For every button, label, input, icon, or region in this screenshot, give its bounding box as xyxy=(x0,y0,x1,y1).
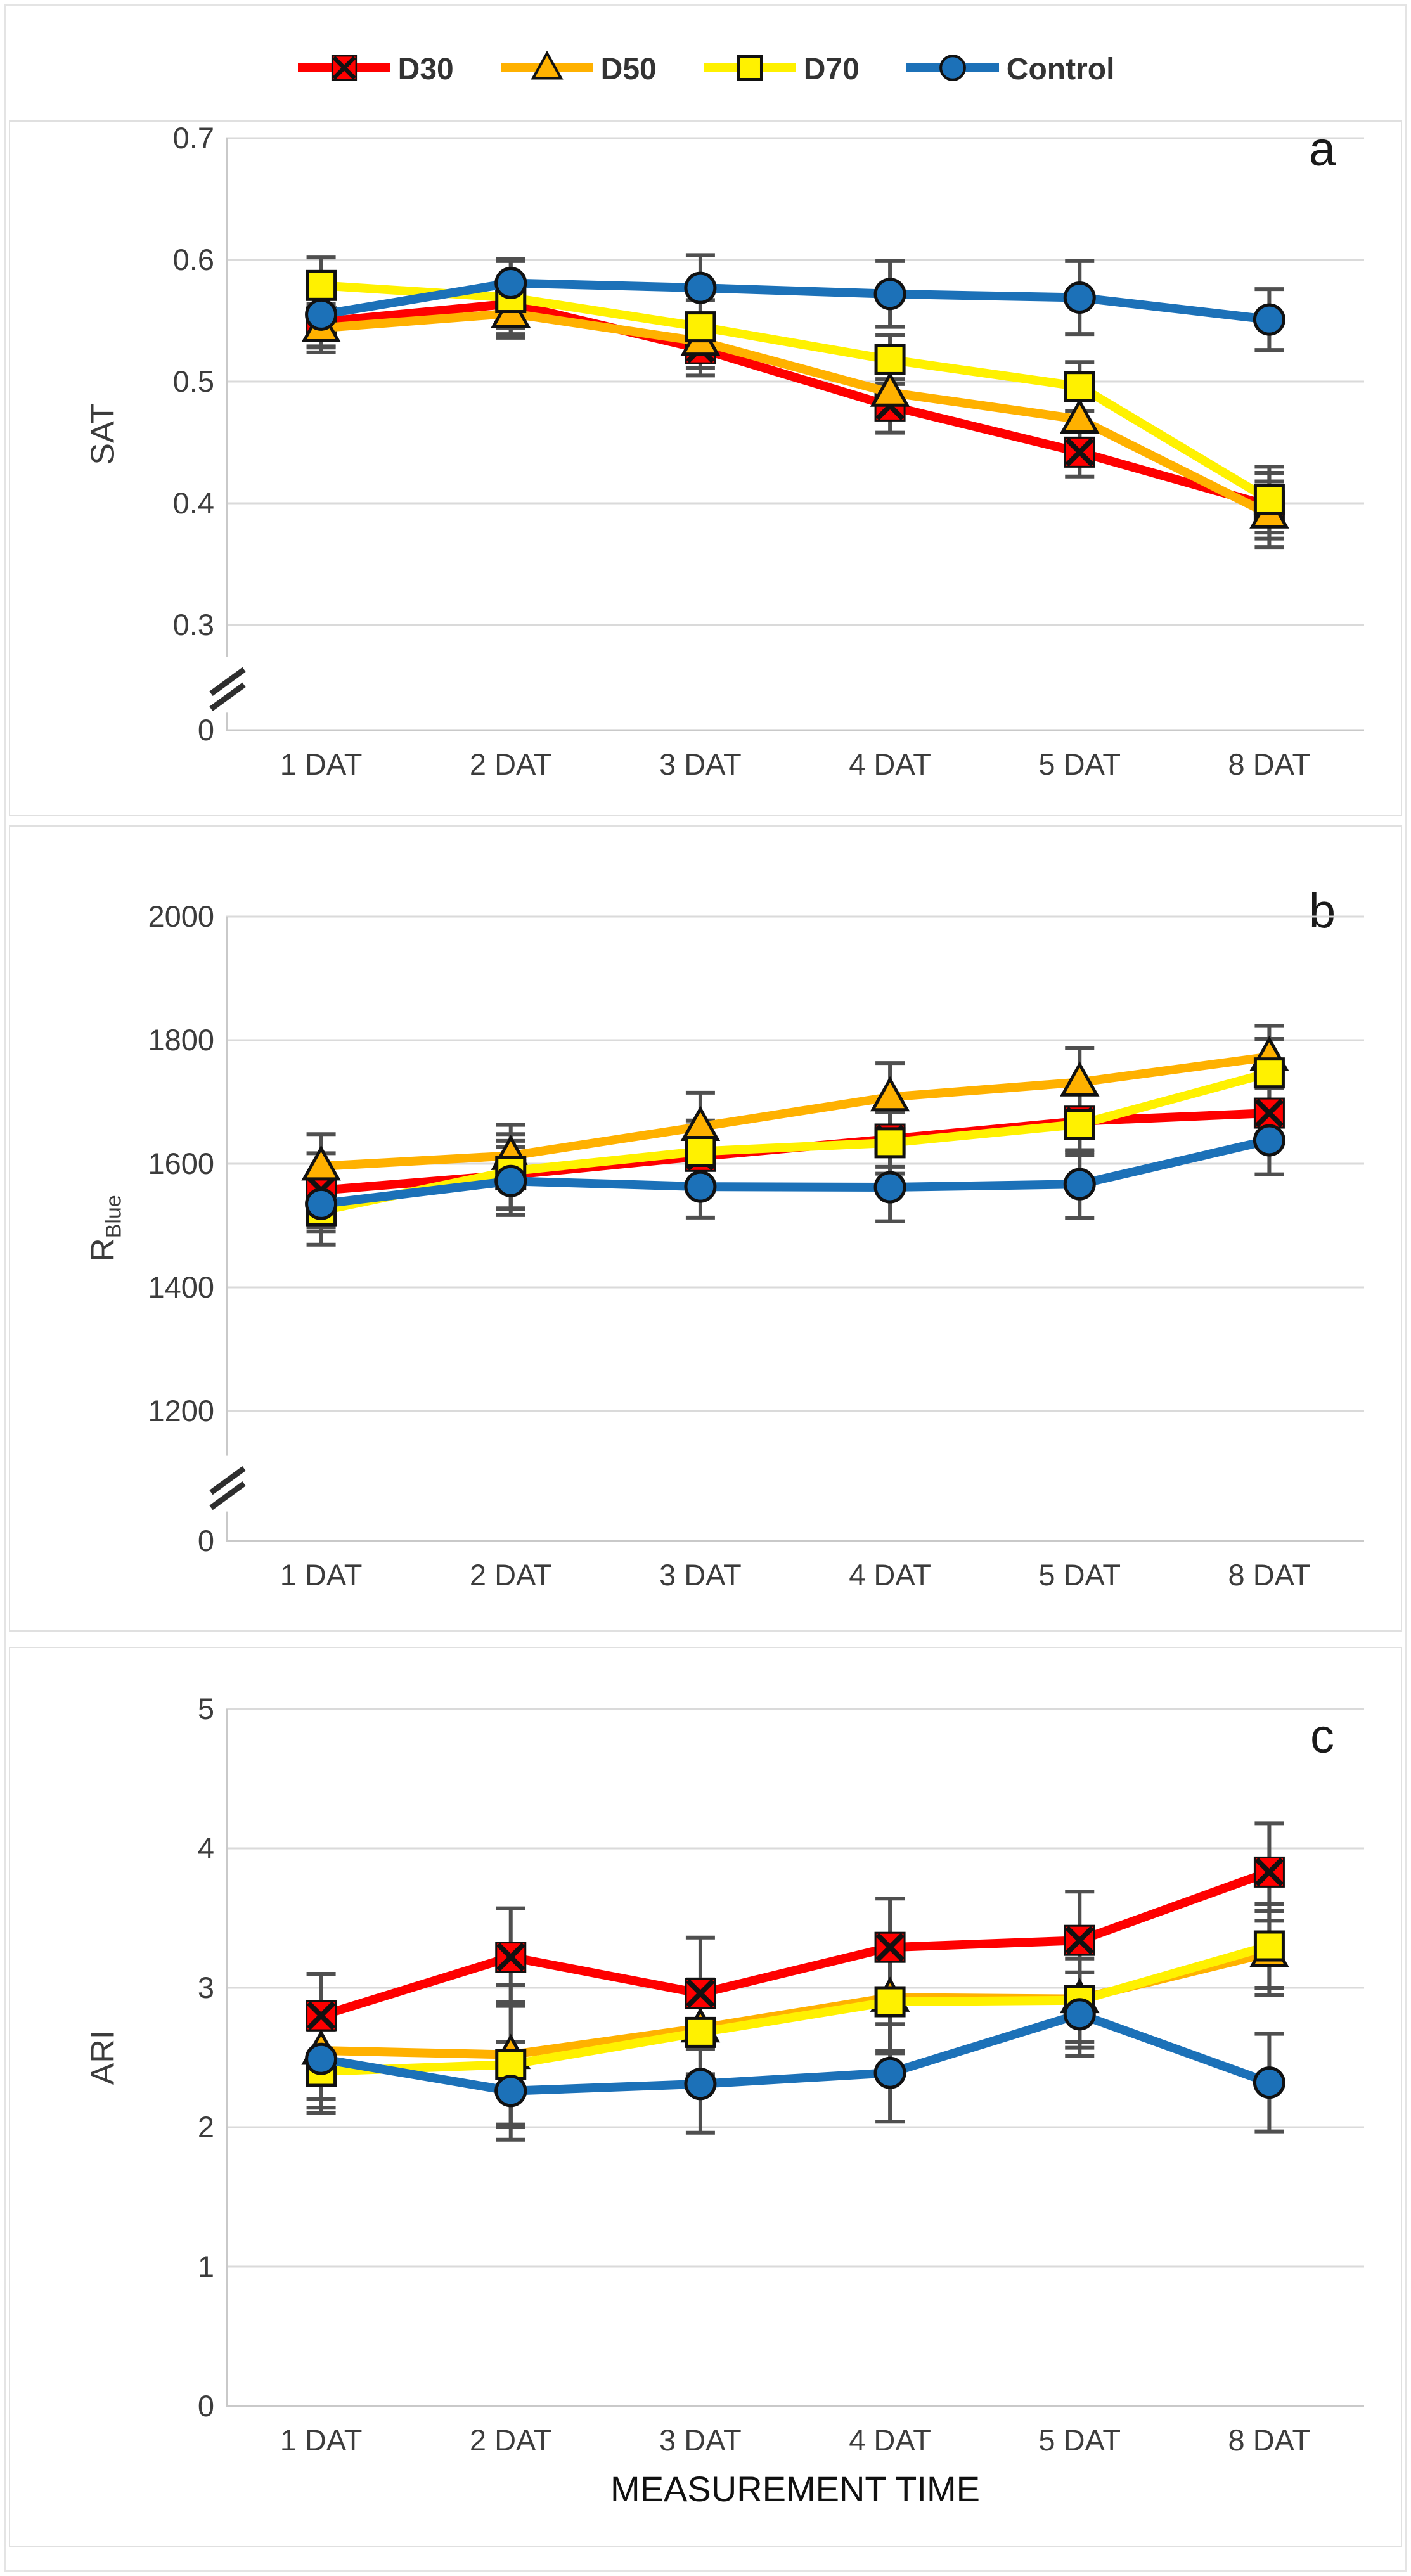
y-tick-label: 1600 xyxy=(148,1147,214,1180)
y-tick-label: 0.3 xyxy=(172,608,214,641)
y-tick-label: 0 xyxy=(197,1524,214,1557)
x-tick-label: 1 DAT xyxy=(280,747,363,781)
y-tick-label: 1200 xyxy=(148,1394,214,1427)
x-tick-label: 2 DAT xyxy=(469,2423,552,2457)
y-tick-label: 2 xyxy=(197,2110,214,2144)
y-tick-label: 1 xyxy=(197,2250,214,2283)
x-tick-label: 4 DAT xyxy=(849,747,931,781)
legend-label: D50 xyxy=(600,53,657,86)
y-tick-label: 4 xyxy=(197,1831,214,1865)
y-tick-label: 0.6 xyxy=(172,243,214,276)
x-tick-label: 5 DAT xyxy=(1038,1558,1121,1592)
panel-c: ARI c MEASUREMENT TIME 5 4 3 2 1 0 1 DAT 2 DAT 3… xyxy=(9,1647,1402,2547)
x-tick-label: 5 DAT xyxy=(1038,2423,1121,2457)
x-tick-label: 8 DAT xyxy=(1228,2423,1311,2457)
legend-item-d30: D30 xyxy=(297,49,454,89)
x-tick-label: 3 DAT xyxy=(659,1558,742,1592)
legend-label: Control xyxy=(1006,53,1115,86)
panel-b: RBlue b 2000 1800 1600 1400 1200 0 1 DAT 2 DAT 3… xyxy=(9,825,1402,1632)
y-tick-label: 0.7 xyxy=(172,121,214,155)
plot-area-c xyxy=(226,1708,1364,2407)
x-tick-label: 5 DAT xyxy=(1038,747,1121,781)
legend-label: D30 xyxy=(397,53,454,86)
x-tick-label: 4 DAT xyxy=(849,2423,931,2457)
x-tick-label: 2 DAT xyxy=(469,747,552,781)
chart-legend: D30 D50 D70 Control xyxy=(0,49,1411,89)
y-axis-title-ari: ARI xyxy=(84,2030,122,2085)
y-tick-label: 0.5 xyxy=(172,364,214,398)
legend-item-control: Control xyxy=(905,49,1115,89)
y-tick-label: 1800 xyxy=(148,1023,214,1057)
panel-a: SAT a 0.7 0.6 0.5 0.4 0.3 0 1 DAT 2 DAT 3 DAT 4 D… xyxy=(9,120,1402,816)
panel-letter-a: a xyxy=(1308,122,1336,176)
d70-square-marker-icon xyxy=(702,49,797,89)
y-tick-label: 5 xyxy=(197,1692,214,1725)
y-tick-label: 0 xyxy=(197,2389,214,2423)
x-tick-label: 8 DAT xyxy=(1228,747,1311,781)
y-tick-label: 3 xyxy=(197,1971,214,2004)
panel-letter-b: b xyxy=(1308,884,1336,938)
plot-area-a xyxy=(207,137,1364,731)
x-tick-label: 3 DAT xyxy=(659,747,742,781)
x-tick-label: 3 DAT xyxy=(659,2423,742,2457)
legend-item-d50: D50 xyxy=(499,49,657,89)
x-axis-title: MEASUREMENT TIME xyxy=(610,2469,980,2509)
plot-area-b xyxy=(207,915,1364,1542)
y-tick-label: 0 xyxy=(197,713,214,747)
legend-item-d70: D70 xyxy=(702,49,860,89)
x-tick-label: 4 DAT xyxy=(849,1558,931,1592)
y-axis-title-rblue: RBlue xyxy=(84,1195,126,1262)
panel-letter-c: c xyxy=(1310,1710,1334,1763)
x-tick-label: 1 DAT xyxy=(280,2423,363,2457)
y-tick-label: 0.4 xyxy=(172,486,214,520)
legend-label: D70 xyxy=(803,53,860,86)
y-tick-label: 2000 xyxy=(148,899,214,933)
x-tick-label: 1 DAT xyxy=(280,1558,363,1592)
x-tick-label: 8 DAT xyxy=(1228,1558,1311,1592)
y-axis-title-sat: SAT xyxy=(84,403,122,465)
x-tick-label: 2 DAT xyxy=(469,1558,552,1592)
y-tick-label: 1400 xyxy=(148,1270,214,1304)
d50-triangle-marker-icon xyxy=(499,49,595,89)
d30-xsquare-marker-icon xyxy=(297,49,392,89)
control-circle-marker-icon xyxy=(905,49,1000,89)
